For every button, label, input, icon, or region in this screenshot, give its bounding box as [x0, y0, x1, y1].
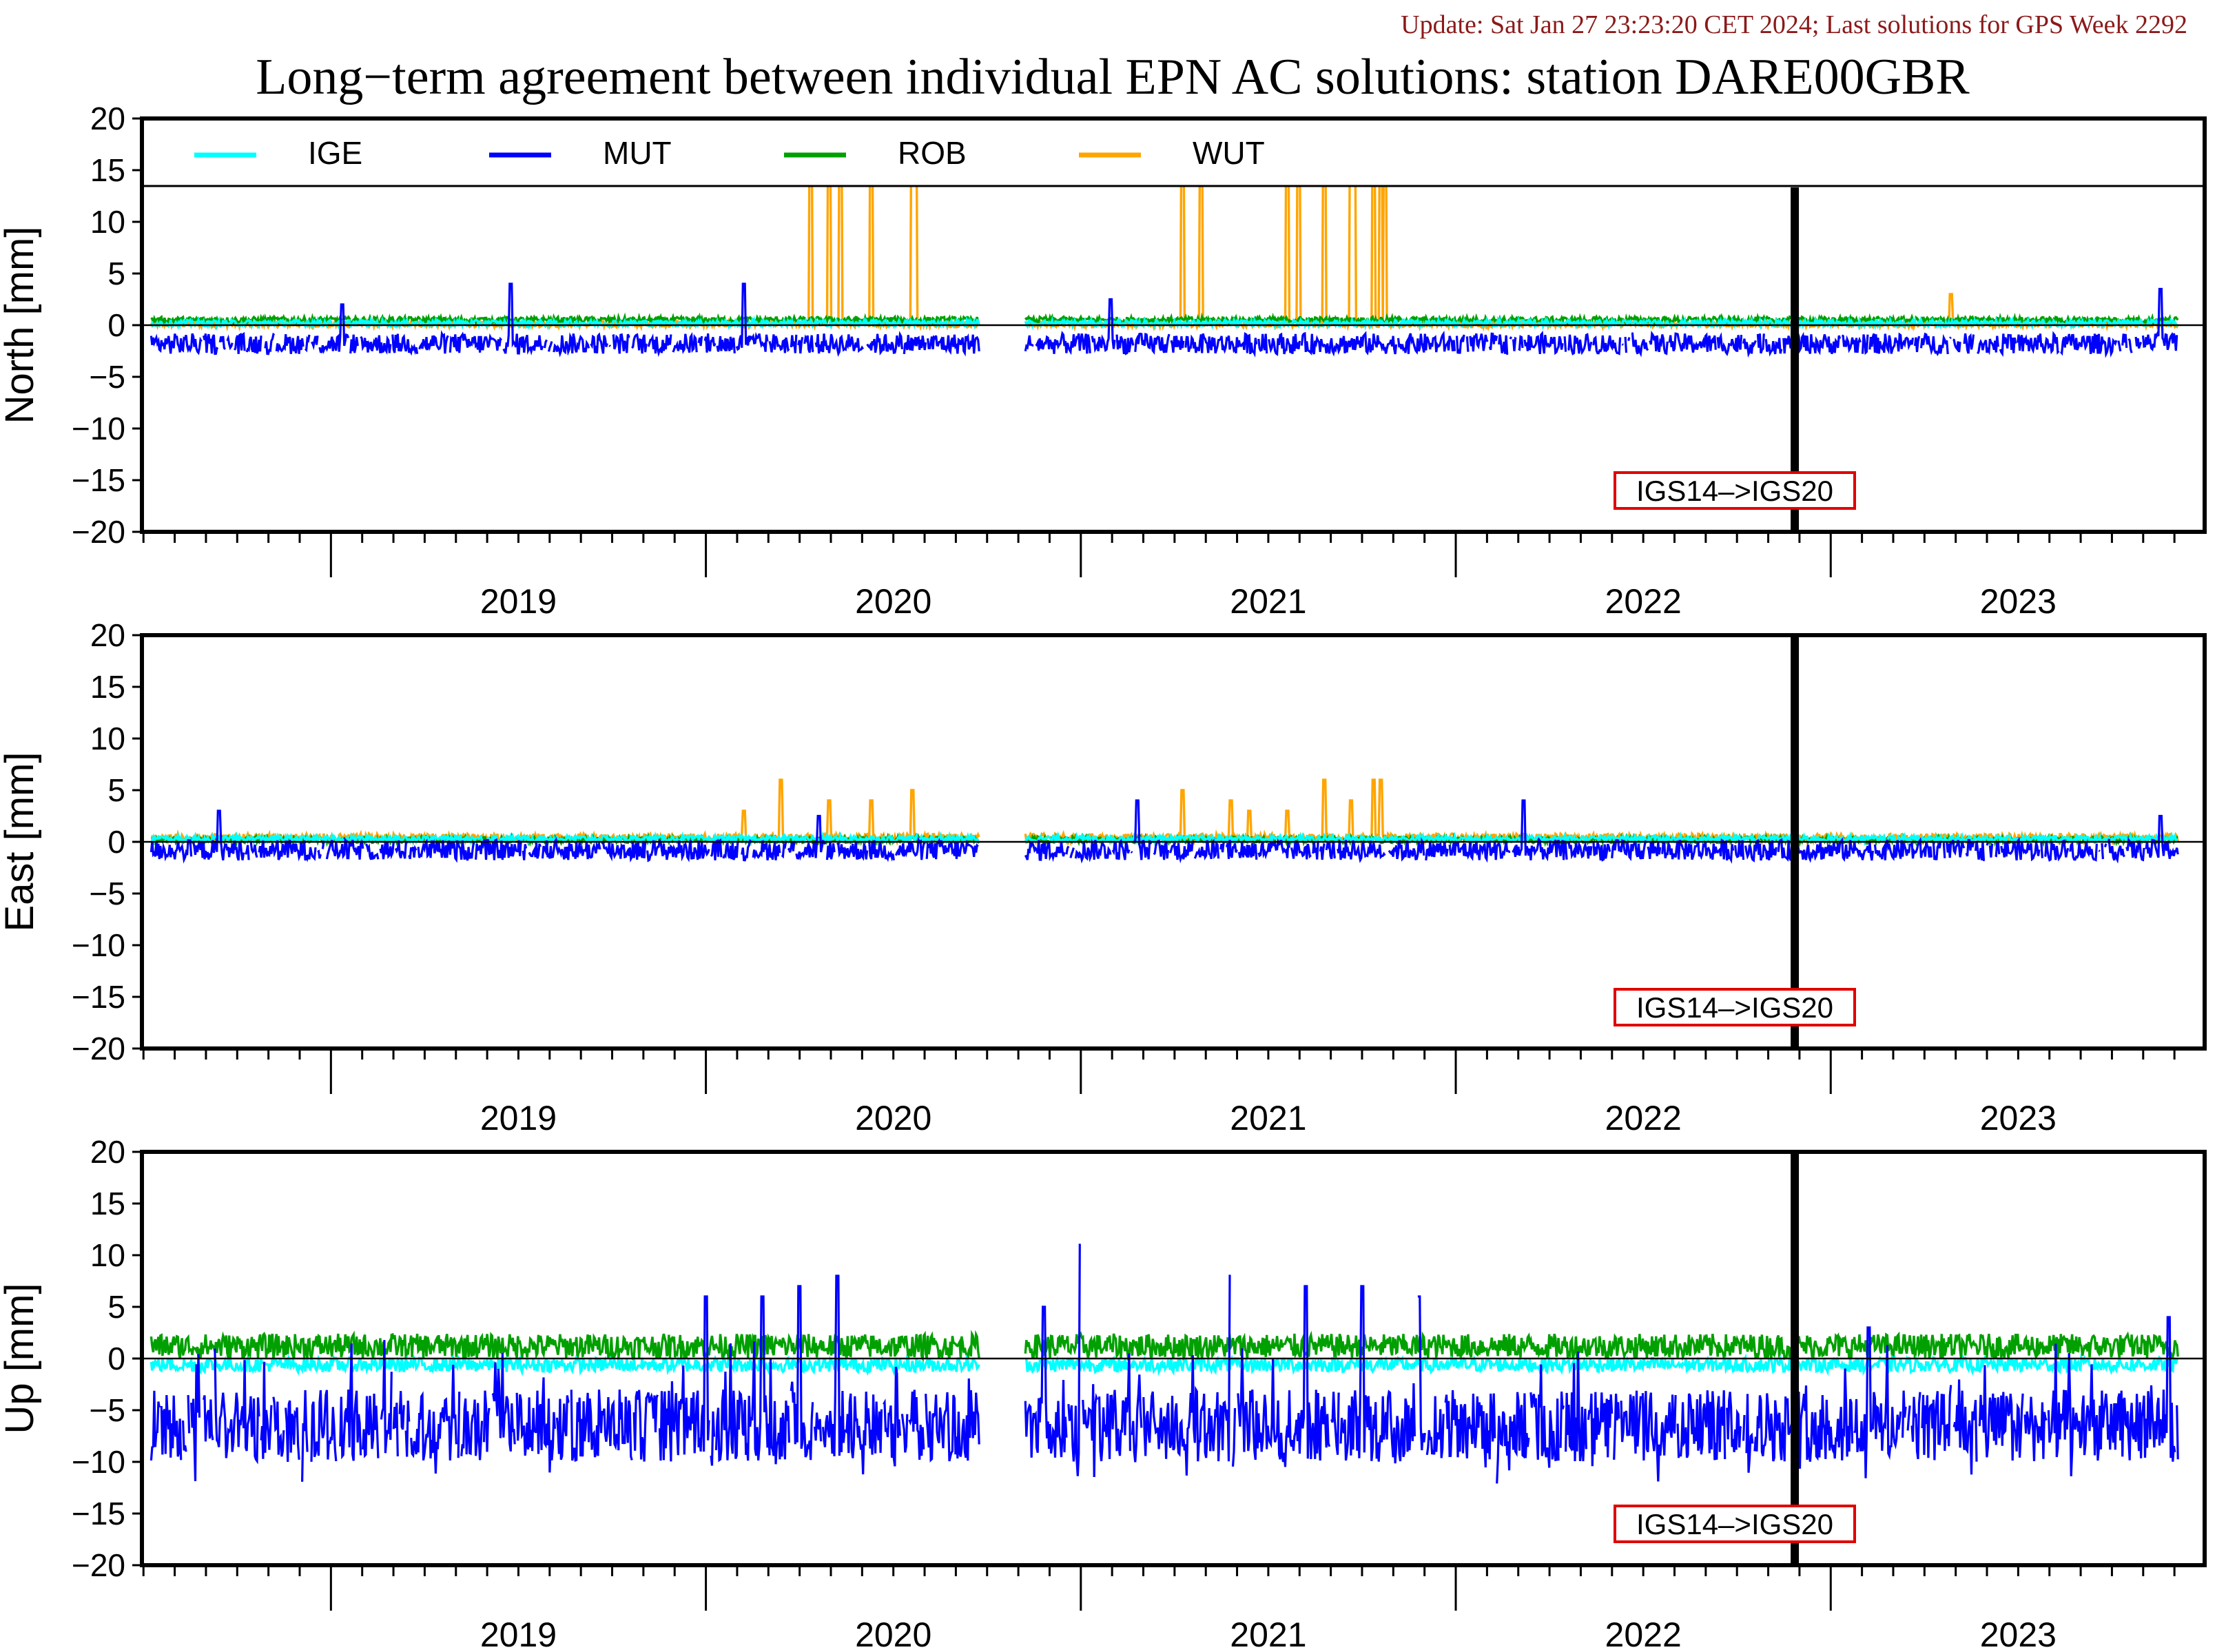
up-ytick-label: −15	[72, 1496, 125, 1531]
legend-label-mut: MUT	[603, 135, 672, 171]
panels-group: IGE MUT ROB WUT IGS14–>IGS20 20 15 10 5 0 −5 −10 −15…	[0, 101, 2207, 1652]
up-xtick-label: 2023	[1980, 1615, 2057, 1652]
svg-text:IGS14–>IGS20: IGS14–>IGS20	[1636, 991, 1833, 1024]
legend-label-ige: IGE	[308, 135, 362, 171]
east-ytick-label: −20	[72, 1031, 125, 1066]
up-series-mut	[150, 1243, 2179, 1484]
east-xtick-label: 2022	[1605, 1099, 1682, 1137]
up-xtick-label: 2020	[855, 1615, 931, 1652]
up-ytick-label: 20	[90, 1134, 125, 1170]
north-ytick-label: 15	[90, 152, 125, 188]
up-ylabel: Up [mm]	[0, 1283, 42, 1434]
east-ytick-label: 10	[90, 721, 125, 756]
up-ytick-label: 10	[90, 1237, 125, 1273]
east-xtick-label: 2020	[855, 1099, 931, 1137]
north-ytick-label: −10	[72, 411, 125, 446]
up-ytick-label: 15	[90, 1186, 125, 1221]
east-series-wut	[151, 778, 2179, 847]
north-xtick-label: 2023	[1980, 582, 2057, 621]
up-ytick-label: 0	[107, 1341, 125, 1376]
north-ytick-label: 10	[90, 204, 125, 240]
up-series-ige	[150, 1353, 2178, 1377]
north-xtick-label: 2022	[1605, 582, 1682, 621]
panel-up: IGS14–>IGS20 20 15 10 5 0 −5 −10 −15 −20 Up [mm] 20…	[0, 1134, 2207, 1652]
legend-label-rob: ROB	[898, 135, 967, 171]
up-series-group	[150, 1243, 2179, 1484]
north-ytick-label: 20	[90, 101, 125, 136]
north-xtick-label: 2019	[480, 582, 557, 621]
up-xtick-label: 2019	[480, 1615, 557, 1652]
north-series-mut	[150, 282, 2178, 358]
up-xtick-label: 2021	[1230, 1615, 1306, 1652]
east-xtick-label: 2019	[480, 1099, 557, 1137]
svg-text:IGS14–>IGS20: IGS14–>IGS20	[1636, 475, 1833, 507]
up-ytick-label: −10	[72, 1444, 125, 1480]
east-ytick-label: 20	[90, 617, 125, 653]
east-ytick-label: −10	[72, 927, 125, 963]
legend-label-wut: WUT	[1193, 135, 1265, 171]
east-ytick-label: −5	[90, 876, 125, 911]
chart-title: Long−term agreement between individual E…	[256, 49, 1970, 105]
up-xtick-label: 2022	[1605, 1615, 1682, 1652]
north-frame-annotation: IGS14–>IGS20	[1614, 471, 1856, 510]
svg-text:IGS14–>IGS20: IGS14–>IGS20	[1636, 1508, 1833, 1540]
up-ytick-label: 5	[107, 1289, 125, 1325]
north-ytick-label: −20	[72, 514, 125, 550]
north-ytick-label: 0	[107, 307, 125, 343]
update-line: Update: Sat Jan 27 23:23:20 CET 2024; La…	[1401, 10, 2187, 39]
east-frame-annotation: IGS14–>IGS20	[1614, 988, 1856, 1026]
east-ytick-label: −15	[72, 979, 125, 1015]
east-ytick-label: 5	[107, 772, 125, 808]
up-frame-annotation: IGS14–>IGS20	[1614, 1505, 1856, 1543]
up-ytick-label: −20	[72, 1547, 125, 1583]
up-series-rob	[150, 1330, 2179, 1363]
east-ytick-label: 0	[107, 824, 125, 860]
panel-north: IGE MUT ROB WUT IGS14–>IGS20 20 15 10 5 0 −5 −10 −15…	[0, 101, 2207, 621]
north-ytick-label: −5	[90, 359, 125, 395]
north-ytick-label: 5	[107, 256, 125, 291]
north-ytick-label: −15	[72, 462, 125, 498]
north-ylabel: North [mm]	[0, 227, 42, 424]
up-ytick-label: −5	[90, 1392, 125, 1428]
east-series-group	[150, 778, 2179, 864]
panel-east: IGS14–>IGS20 20 15 10 5 0 −5 −10 −15 −20 East [mm]…	[0, 617, 2207, 1137]
east-ytick-label: 15	[90, 669, 125, 705]
east-series-mut	[150, 799, 2179, 864]
east-series-ige	[150, 831, 2178, 847]
north-xtick-label: 2021	[1230, 582, 1306, 621]
east-ylabel: East [mm]	[0, 752, 42, 931]
east-xtick-label: 2021	[1230, 1099, 1306, 1137]
north-xtick-label: 2020	[855, 582, 931, 621]
east-xtick-label: 2023	[1980, 1099, 2057, 1137]
